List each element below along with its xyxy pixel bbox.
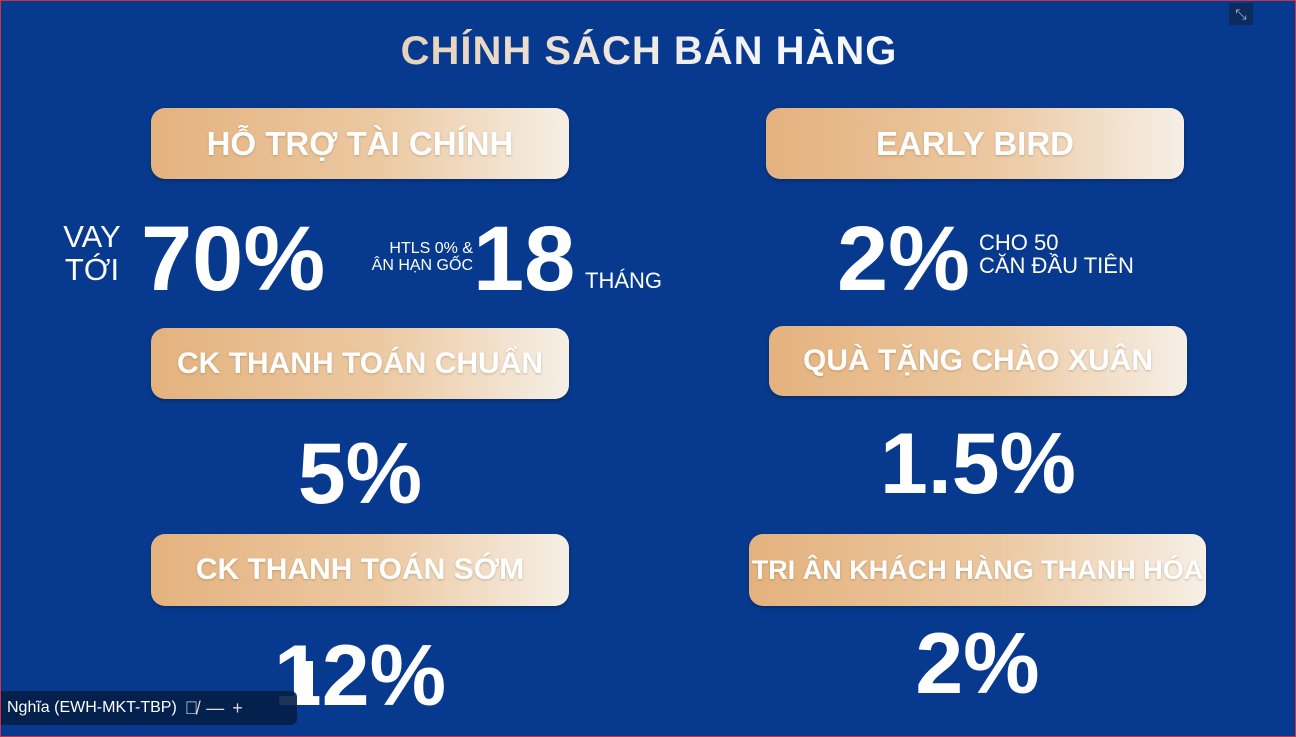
minimize-icon[interactable]: — [206,697,225,718]
interest-note-line1: HTLS 0% & [389,240,473,257]
participant-bar: Nghĩa (EWH-MKT-TBP) 🎙̸ — + [1,691,297,725]
early-bird-note-line2: CĂN ĐẦU TIÊN [979,253,1134,279]
collapse-icon: ⤡ [1235,5,1247,22]
standard-payment-value: 5% [297,426,423,522]
early-bird-note: CHO 50 CĂN ĐẦU TIÊN [979,231,1134,277]
early-payment-label: CK THANH TOÁN SỚM [151,534,569,606]
months-unit: THÁNG [585,268,662,293]
loan-prefix: VAY TỚI [59,219,125,287]
interest-note: HTLS 0% & ÂN HẠN GỐC [363,240,473,275]
loan-prefix-text: VAY TỚI [63,219,121,287]
customer-thanks-value: 2% [915,616,1040,712]
video-tile-edge [299,661,313,701]
early-bird-value: 2% [837,208,970,310]
exit-fullscreen-button[interactable]: ⤡ [1229,3,1253,25]
early-bird-note-line1: CHO 50 [979,230,1059,255]
interest-note-line2: ÂN HẠN GỐC [371,256,473,274]
financial-support-label: HỖ TRỢ TÀI CHÍNH [151,108,569,179]
spring-gift-value: 1.5% [879,416,1077,512]
months-value: 18 [473,208,576,310]
page-title: CHÍNH SÁCH BÁN HÀNG [1,29,1296,74]
mic-muted-icon[interactable]: 🎙̸ [184,697,199,718]
standard-payment-label: CK THANH TOÁN CHUẨN [151,328,569,399]
loan-value: 70% [141,208,326,310]
plus-icon[interactable]: + [232,697,243,718]
customer-thanks-label: TRI ÂN KHÁCH HÀNG THANH HÓA [749,534,1206,606]
spring-gift-label: QUÀ TẶNG CHÀO XUÂN [769,326,1187,396]
participant-name: Nghĩa (EWH-MKT-TBP) [7,699,177,716]
early-bird-label: EARLY BIRD [766,108,1184,179]
